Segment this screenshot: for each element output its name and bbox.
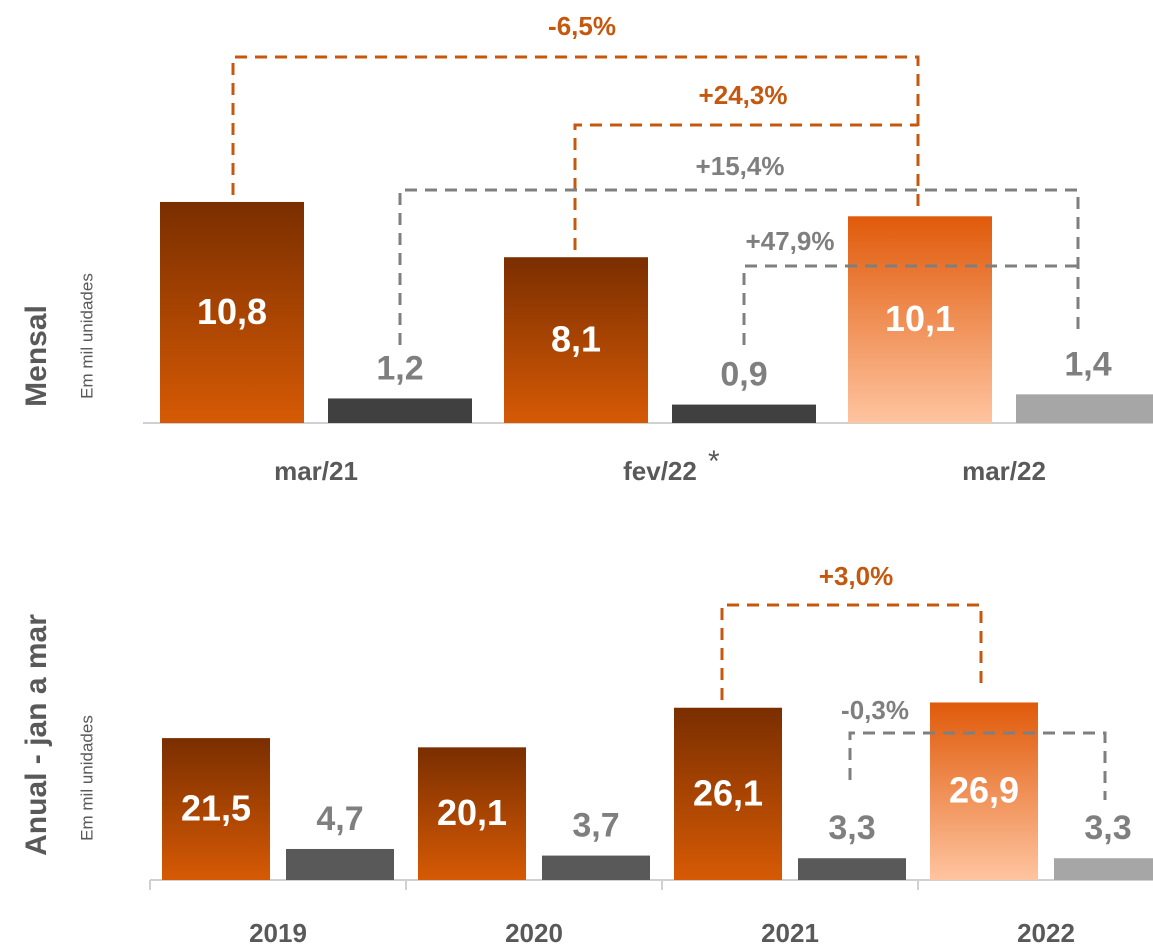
x-tick-label: fev/22 [623, 456, 697, 486]
value-label: 10,1 [885, 298, 955, 339]
comparison-label: -6,5% [548, 11, 616, 41]
value-label: 10,8 [197, 291, 267, 332]
value-label: 3,3 [828, 809, 875, 847]
comparison-label: +3,0% [819, 561, 893, 591]
comparison-bracket [848, 731, 1107, 800]
comparison-bracket [720, 603, 983, 700]
bar [674, 707, 782, 880]
x-tick-label: 2020 [505, 918, 563, 948]
comparison-bracket [573, 123, 918, 250]
bar [286, 848, 394, 880]
comparison-label: +15,4% [696, 151, 785, 181]
bar [1016, 394, 1153, 423]
value-label: 8,1 [551, 319, 601, 360]
value-label: 1,2 [376, 349, 423, 387]
comparison-label: +24,3% [699, 80, 788, 110]
comparison-label: +47,9% [746, 226, 835, 256]
comparison-label: -0,3% [841, 695, 909, 725]
bar [328, 398, 472, 423]
value-label: 26,1 [693, 772, 763, 813]
bar [162, 738, 270, 880]
x-tick-label: 2019 [249, 918, 307, 948]
x-tick-label: 2022 [1017, 918, 1075, 948]
footnote-mark: * [708, 445, 720, 478]
value-label: 3,7 [572, 807, 619, 845]
bar [160, 201, 304, 423]
panel-title: Anual - jan a mar [20, 614, 53, 856]
x-tick-label: mar/22 [962, 456, 1046, 486]
value-label: 21,5 [181, 788, 251, 829]
value-label: 1,4 [1064, 345, 1111, 383]
value-label: 20,1 [437, 792, 507, 833]
comparison-bracket [742, 264, 1078, 345]
value-label: 4,7 [316, 800, 363, 838]
value-label: 26,9 [949, 770, 1019, 811]
bar [418, 747, 526, 880]
panel-subtitle: Em mil unidades [77, 715, 96, 841]
panel-title: Mensal [20, 305, 53, 407]
bar [798, 858, 906, 880]
bar [672, 404, 816, 423]
panel-subtitle: Em mil unidades [77, 273, 96, 399]
comparison-bracket [398, 188, 1080, 345]
x-tick-label: mar/21 [274, 456, 358, 486]
value-label: 0,9 [720, 356, 767, 394]
value-label: 3,3 [1084, 809, 1131, 847]
bar [848, 216, 992, 423]
bar [504, 257, 648, 423]
comparison-bracket [231, 55, 920, 212]
x-tick-label: 2021 [761, 918, 819, 948]
bar [1054, 858, 1153, 880]
bar [542, 855, 650, 880]
